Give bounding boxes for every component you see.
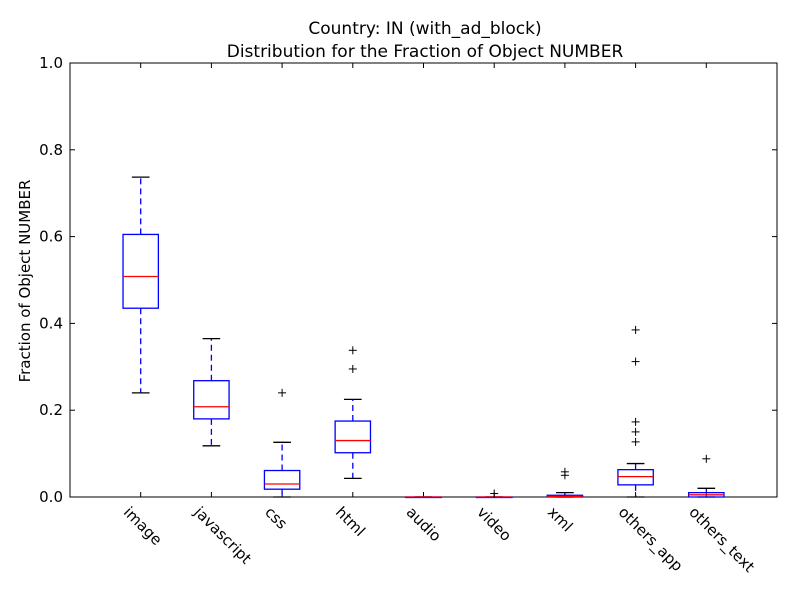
flier	[278, 388, 287, 397]
flier	[631, 437, 640, 446]
x-tick-label: image	[120, 503, 166, 549]
plot-area	[69, 62, 778, 498]
x-tick-label: others_app	[614, 503, 686, 575]
box-audio	[405, 496, 442, 499]
box-html	[334, 346, 372, 479]
x-tick-label: audio	[403, 503, 445, 545]
flier	[490, 489, 499, 498]
flier	[702, 454, 711, 463]
flier	[631, 417, 640, 426]
y-tick-label: 0.2	[39, 401, 63, 419]
x-tick-label: video	[473, 503, 515, 545]
box-others_text	[687, 454, 725, 498]
flier	[631, 427, 640, 436]
x-tick-label: javascript	[190, 502, 255, 567]
y-tick-label: 0.4	[39, 314, 63, 332]
y-tick-label: 0.0	[39, 488, 63, 506]
y-tick-label: 1.0	[39, 54, 63, 72]
box-video	[475, 489, 513, 499]
box-javascript	[193, 337, 230, 447]
box-body	[193, 380, 230, 420]
box-body	[617, 469, 654, 486]
flier	[560, 467, 569, 476]
box-image	[122, 176, 160, 394]
box-others_app	[617, 325, 654, 498]
y-tick-label: 0.8	[39, 141, 63, 159]
flier	[348, 346, 357, 355]
x-axis: image javascript css html audio video xml other…	[120, 63, 758, 577]
x-tick-label: html	[332, 503, 369, 540]
chart-subtitle: Distribution for the Fraction of Object …	[227, 42, 624, 62]
flier	[348, 364, 357, 373]
box-body	[334, 420, 372, 454]
boxes	[122, 176, 725, 499]
box-xml	[546, 467, 584, 498]
flier	[631, 357, 640, 366]
box-body	[122, 233, 160, 309]
y-tick-label: 0.6	[39, 228, 63, 246]
y-axis-label: Fraction of Object NUMBER	[16, 180, 34, 383]
x-tick-label: xml	[544, 503, 576, 535]
y-axis: 0.0 0.2 0.4 0.6 0.8 1.0	[39, 54, 777, 506]
box-body	[263, 469, 301, 490]
x-tick-label: others_text	[685, 503, 759, 577]
x-tick-label: css	[261, 503, 291, 533]
flier	[631, 325, 640, 334]
box-css	[263, 388, 301, 498]
chart-title: Country: IN (with_ad_block)	[308, 19, 541, 39]
